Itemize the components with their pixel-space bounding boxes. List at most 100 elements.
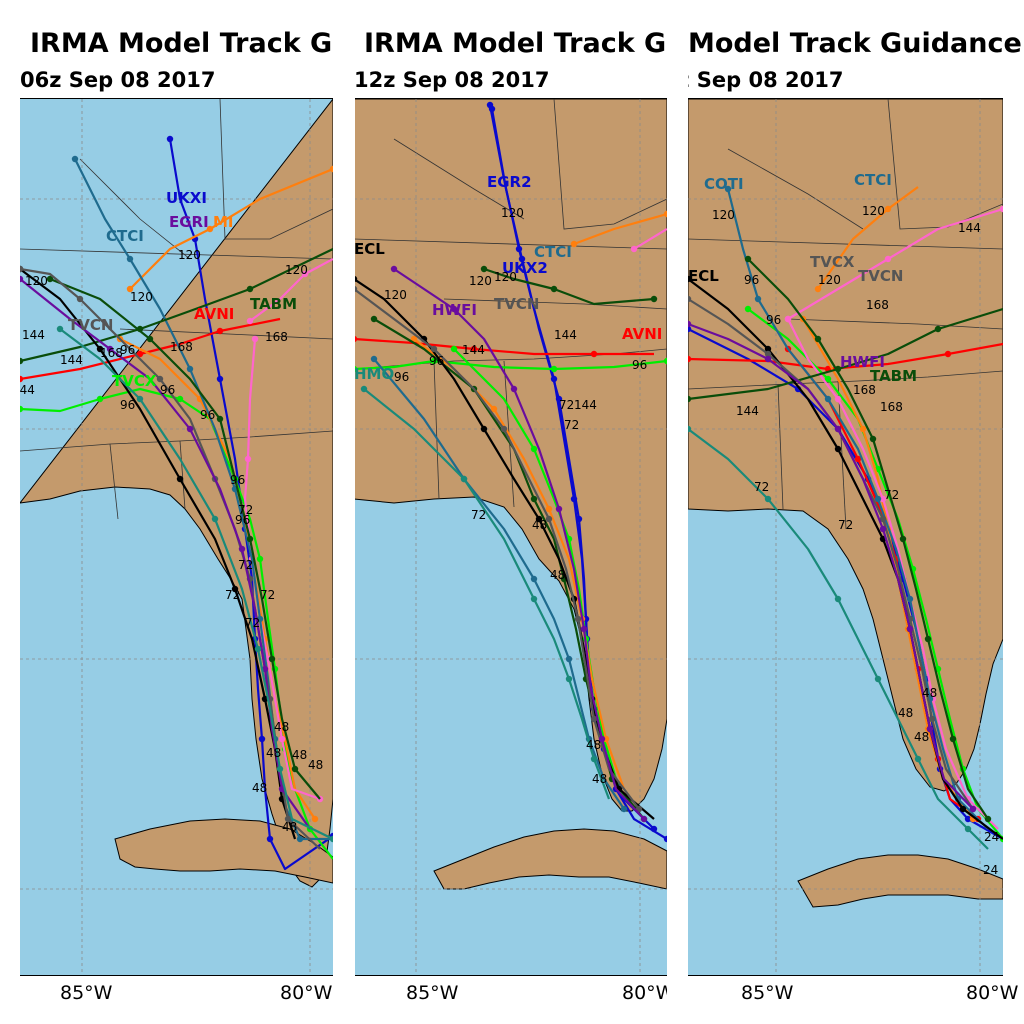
track-point (854, 455, 862, 463)
track-point (688, 320, 692, 328)
panel-title: IRMA Model Track Guidance (678, 28, 1022, 59)
forecast-hour-label: 48 (550, 568, 565, 582)
model-label: MI (213, 213, 234, 231)
track-point (934, 325, 942, 333)
track-point (899, 535, 907, 543)
cuba-island (797, 854, 1003, 908)
forecast-hour-label: 96 (200, 408, 215, 422)
lon-tick-80w: 80°W (622, 982, 675, 1004)
track-point (246, 317, 254, 325)
track-point (688, 295, 692, 303)
track-point (216, 327, 224, 335)
forecast-hour-label: 120 (178, 248, 201, 262)
forecast-hour-label: 72 (260, 588, 275, 602)
track-point (231, 585, 239, 593)
track-point (254, 645, 262, 653)
model-track (726, 188, 989, 830)
model-track (633, 228, 667, 250)
track-point (834, 595, 842, 603)
model-track (59, 328, 333, 840)
track-point (530, 495, 538, 503)
model-label: TVCN (494, 295, 539, 313)
forecast-hour-label: 48 (898, 706, 913, 720)
track-point (926, 725, 934, 733)
forecast-hour-label: 144 (958, 221, 981, 235)
track-point (56, 325, 64, 333)
panel-gutter (667, 0, 688, 1024)
forecast-hour-label: 48 (308, 758, 323, 772)
track-point (96, 395, 104, 403)
track-point (450, 305, 458, 313)
track-point (859, 425, 867, 433)
track-point (246, 285, 254, 293)
forecast-hour-label: 48 (914, 730, 929, 744)
map-panel-3: IRMA Model Track Guidance 18z Sep 08 201… (678, 0, 1024, 1024)
track-point (390, 265, 398, 273)
model-label: UKX2 (502, 259, 548, 277)
state-border (777, 383, 784, 510)
model-track (20, 248, 333, 363)
forecast-hour-label: 48 (266, 746, 281, 760)
forecast-hour-label: 96 (160, 383, 175, 397)
track-point (969, 805, 977, 813)
model-track (354, 337, 654, 356)
model-label: COTI (704, 175, 744, 193)
model-track (49, 277, 321, 800)
forecast-hour-label: 120 (130, 290, 153, 304)
track-point (744, 255, 752, 263)
forecast-hour-label: 120 (862, 204, 885, 218)
track-point (186, 365, 194, 373)
track-point (518, 255, 526, 263)
track-point (906, 625, 914, 633)
track-point (370, 315, 378, 323)
model-track (573, 212, 667, 246)
track-point (914, 755, 922, 763)
forecast-hour-label: 120 (285, 263, 308, 277)
model-track (20, 278, 311, 830)
model-track (373, 358, 625, 810)
forecast-hour-label: 168 (866, 298, 889, 312)
track-point (410, 335, 418, 343)
panel-title: IRMA Model Track Guidance (364, 28, 678, 59)
track-point (620, 805, 628, 813)
track-point (884, 205, 892, 213)
model-label: TVCX (112, 372, 157, 390)
state-border (887, 99, 1003, 230)
track-point (20, 265, 24, 273)
model-label: ECL (688, 267, 719, 285)
forecast-hour-label: 72 (838, 518, 853, 532)
model-label: CTCI (854, 171, 892, 189)
forecast-hour-label: 96 (235, 513, 250, 527)
lon-tick-80w: 80°W (280, 982, 333, 1004)
state-border (553, 99, 667, 230)
track-point (874, 495, 882, 503)
model-track (249, 258, 333, 322)
track-point (268, 655, 276, 663)
panel-subtitle: 12z Sep 08 2017 (354, 68, 550, 92)
forecast-hour-label: 48 (292, 748, 307, 762)
track-point (964, 815, 972, 823)
track-point (884, 255, 892, 263)
track-point (500, 425, 508, 433)
forecast-hour-label: 96 (120, 398, 135, 412)
model-track (363, 388, 611, 800)
panel-subtitle: 18z Sep 08 2017 (678, 68, 844, 92)
track-point (296, 835, 304, 843)
forecast-hour-label: 48 (282, 820, 297, 834)
model-label: EGRI (169, 213, 209, 231)
track-point (814, 285, 822, 293)
forecast-hour-label: 96 (120, 343, 135, 357)
track-point (311, 815, 319, 823)
state-border (787, 318, 1003, 330)
forecast-hour-label: 24 (984, 830, 999, 844)
track-point (460, 475, 468, 483)
forecast-hour-label: 72 (245, 616, 260, 630)
track-point (754, 295, 762, 303)
lon-tick-85w: 85°W (406, 982, 459, 1004)
track-point (246, 535, 254, 543)
forecast-hour-label: 72 (754, 480, 769, 494)
forecast-hour-label: 72 (884, 488, 899, 502)
track-point (928, 715, 936, 723)
track-point (251, 335, 259, 343)
track-point (470, 345, 478, 353)
